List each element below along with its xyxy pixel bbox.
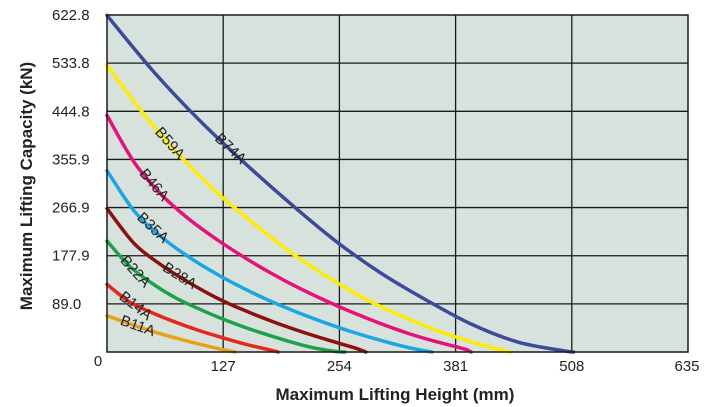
x-tick-label: 635 <box>674 358 699 375</box>
x-tick-label: 127 <box>211 358 236 375</box>
series-line-b22a <box>105 239 347 354</box>
y-tick-label: 533.8 <box>52 55 90 72</box>
y-axis-title: Maximum Lifting Capacity (kN) <box>17 62 36 310</box>
plot-frame <box>106 14 689 353</box>
x-tick-labels: 0 127 254 381 508 635 <box>94 353 700 375</box>
y-tick-label: 444.8 <box>52 103 90 120</box>
gridlines <box>107 15 688 352</box>
x-axis-title: Maximum Lifting Height (mm) <box>276 385 515 404</box>
y-tick-label: 266.9 <box>52 200 90 217</box>
series-line-b46a <box>105 113 473 354</box>
series-lines <box>105 13 576 354</box>
series-line-b14a <box>105 282 280 354</box>
series-line-b35a <box>105 168 434 354</box>
x-tick-label: 381 <box>443 358 468 375</box>
series-line-b28a <box>105 206 368 354</box>
series-line-b74a <box>105 13 576 354</box>
x-tick-label: 254 <box>327 358 352 375</box>
y-tick-labels: 89.0 177.9 266.9 355.9 444.8 533.8 622.8 <box>52 7 90 313</box>
y-tick-label: 355.9 <box>52 151 90 168</box>
x-tick-label: 0 <box>94 353 102 370</box>
plot-background <box>107 15 688 352</box>
series-line-b11a <box>105 313 237 354</box>
y-tick-label: 177.9 <box>52 248 90 265</box>
series-line-b59a <box>105 63 514 354</box>
y-tick-label: 622.8 <box>52 7 90 24</box>
y-tick-label: 89.0 <box>52 296 81 313</box>
x-tick-label: 508 <box>559 358 584 375</box>
